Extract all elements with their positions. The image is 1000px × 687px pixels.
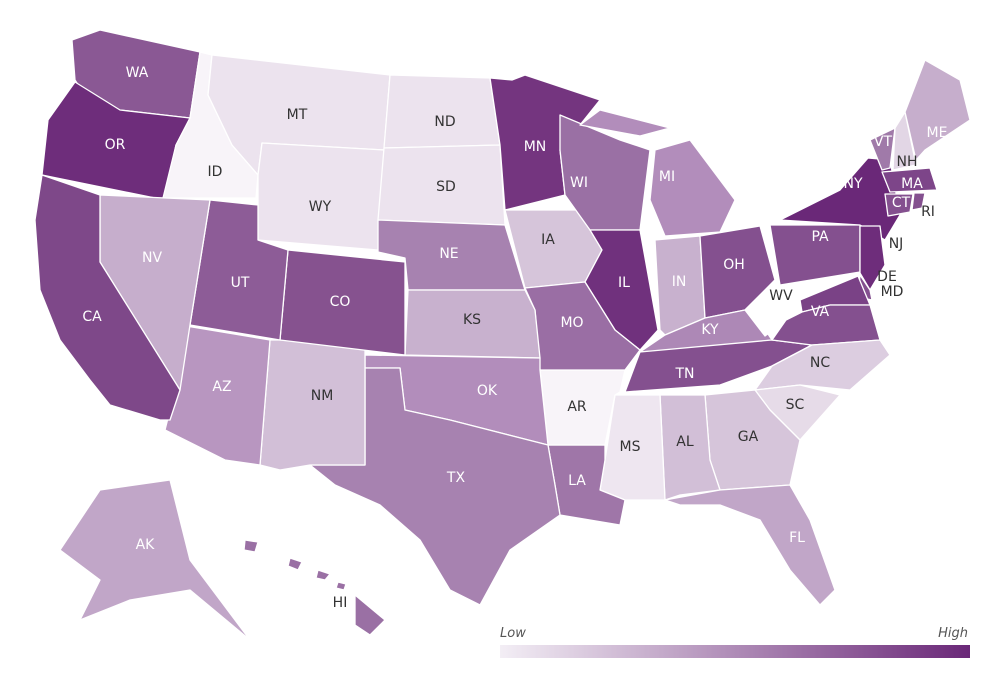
state-label: WY	[309, 199, 332, 215]
state-shape	[259, 339, 366, 471]
state-label: MN	[524, 139, 547, 155]
state-label: WV	[769, 288, 793, 304]
legend-low: Low	[500, 626, 526, 641]
state-label: CA	[82, 309, 102, 325]
state-label: NH	[897, 154, 918, 170]
state-label: KY	[701, 322, 719, 338]
state-label: ND	[434, 114, 455, 130]
state-shape	[911, 192, 926, 211]
state-label: AZ	[212, 379, 231, 395]
state-label: GA	[738, 429, 759, 445]
state-shape	[315, 569, 331, 581]
state-label: NC	[810, 355, 830, 371]
state-shape	[309, 367, 561, 606]
state-shape	[859, 225, 886, 291]
state-label: TN	[674, 366, 694, 382]
state-label: AL	[676, 434, 694, 450]
state-shape	[383, 74, 501, 149]
state-label: ID	[208, 164, 223, 180]
state-label: MT	[287, 107, 308, 123]
state-label: LA	[568, 473, 586, 489]
state-label: AR	[567, 399, 587, 415]
legend-gradient	[500, 645, 970, 658]
state-label: NV	[142, 250, 162, 266]
state-label: ME	[927, 125, 948, 141]
state-shape	[579, 109, 671, 137]
state-label: MS	[620, 439, 641, 455]
state-label: OH	[723, 257, 745, 273]
state-label: KS	[463, 312, 481, 328]
state-shape	[649, 139, 736, 237]
state-label: RI	[921, 204, 935, 220]
state-label: MI	[659, 169, 675, 185]
state-label: IN	[672, 274, 687, 290]
state-label: PA	[811, 229, 829, 245]
state-shape	[34, 174, 181, 421]
state-label: DE	[877, 269, 897, 285]
state-shape	[243, 539, 259, 553]
state-label: NY	[843, 176, 862, 192]
state-label: AK	[136, 537, 156, 553]
state-label: HI	[333, 595, 348, 611]
state-label: MD	[881, 284, 904, 300]
state-label: IL	[618, 275, 630, 291]
state-label: UT	[231, 275, 250, 291]
state-label: TX	[446, 470, 466, 486]
state-shape	[354, 594, 386, 636]
state-shape	[884, 193, 914, 217]
state-label: CO	[330, 294, 351, 310]
state-label: FL	[789, 530, 805, 546]
state-label: WA	[126, 65, 149, 81]
state-shape	[335, 581, 347, 591]
state-shape	[881, 167, 938, 193]
state-label: MA	[901, 176, 923, 192]
state-shape	[664, 484, 836, 606]
state-label: SD	[436, 179, 456, 195]
state-label: OK	[477, 383, 498, 399]
state-label: NE	[439, 246, 458, 262]
state-shape	[869, 127, 896, 171]
state-label: MO	[560, 315, 583, 331]
state-shape	[771, 304, 881, 346]
state-label: IA	[541, 232, 555, 248]
state-label: VA	[811, 304, 830, 320]
state-label: NM	[311, 388, 334, 404]
state-shape	[904, 59, 971, 161]
state-label: SC	[786, 397, 805, 413]
state-shape	[892, 111, 917, 171]
legend-high: High	[938, 626, 968, 641]
state-label: CT	[892, 195, 911, 211]
state-label: VT	[874, 134, 893, 150]
state-shape	[287, 557, 303, 571]
state-label: NJ	[889, 236, 904, 252]
state-label: OR	[105, 137, 126, 153]
state-label: WI	[570, 175, 588, 191]
state-shape	[59, 479, 251, 641]
state-shape	[257, 142, 385, 251]
